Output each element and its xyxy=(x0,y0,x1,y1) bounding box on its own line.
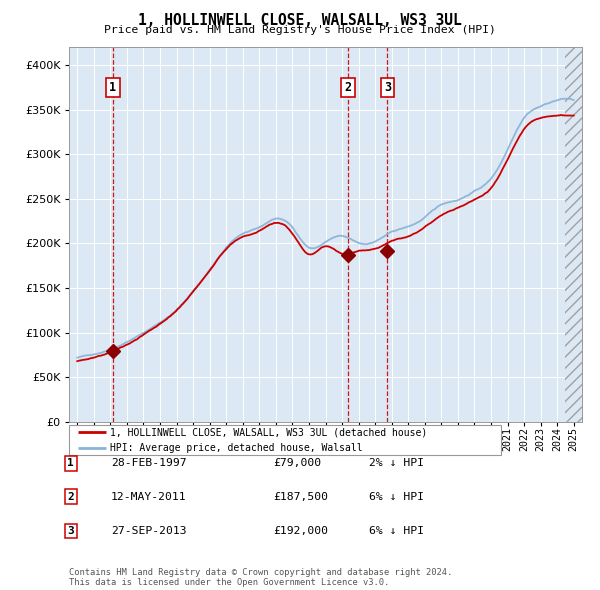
Text: 6% ↓ HPI: 6% ↓ HPI xyxy=(369,526,424,536)
Text: 1: 1 xyxy=(109,81,116,94)
Text: Contains HM Land Registry data © Crown copyright and database right 2024.
This d: Contains HM Land Registry data © Crown c… xyxy=(69,568,452,587)
Text: 2% ↓ HPI: 2% ↓ HPI xyxy=(369,458,424,468)
Text: £187,500: £187,500 xyxy=(273,492,328,502)
Text: 3: 3 xyxy=(67,526,74,536)
Text: 27-SEP-2013: 27-SEP-2013 xyxy=(111,526,187,536)
Text: 2: 2 xyxy=(67,492,74,502)
Text: HPI: Average price, detached house, Walsall: HPI: Average price, detached house, Wals… xyxy=(110,443,362,453)
Text: Price paid vs. HM Land Registry's House Price Index (HPI): Price paid vs. HM Land Registry's House … xyxy=(104,25,496,35)
Text: 1, HOLLINWELL CLOSE, WALSALL, WS3 3UL: 1, HOLLINWELL CLOSE, WALSALL, WS3 3UL xyxy=(138,13,462,28)
Text: 1: 1 xyxy=(67,458,74,468)
Text: £79,000: £79,000 xyxy=(273,458,321,468)
Text: £192,000: £192,000 xyxy=(273,526,328,536)
Text: 12-MAY-2011: 12-MAY-2011 xyxy=(111,492,187,502)
Text: 6% ↓ HPI: 6% ↓ HPI xyxy=(369,492,424,502)
Text: 28-FEB-1997: 28-FEB-1997 xyxy=(111,458,187,468)
Text: 1, HOLLINWELL CLOSE, WALSALL, WS3 3UL (detached house): 1, HOLLINWELL CLOSE, WALSALL, WS3 3UL (d… xyxy=(110,428,427,437)
Text: 2: 2 xyxy=(344,81,352,94)
FancyBboxPatch shape xyxy=(69,425,501,455)
Text: 3: 3 xyxy=(384,81,391,94)
